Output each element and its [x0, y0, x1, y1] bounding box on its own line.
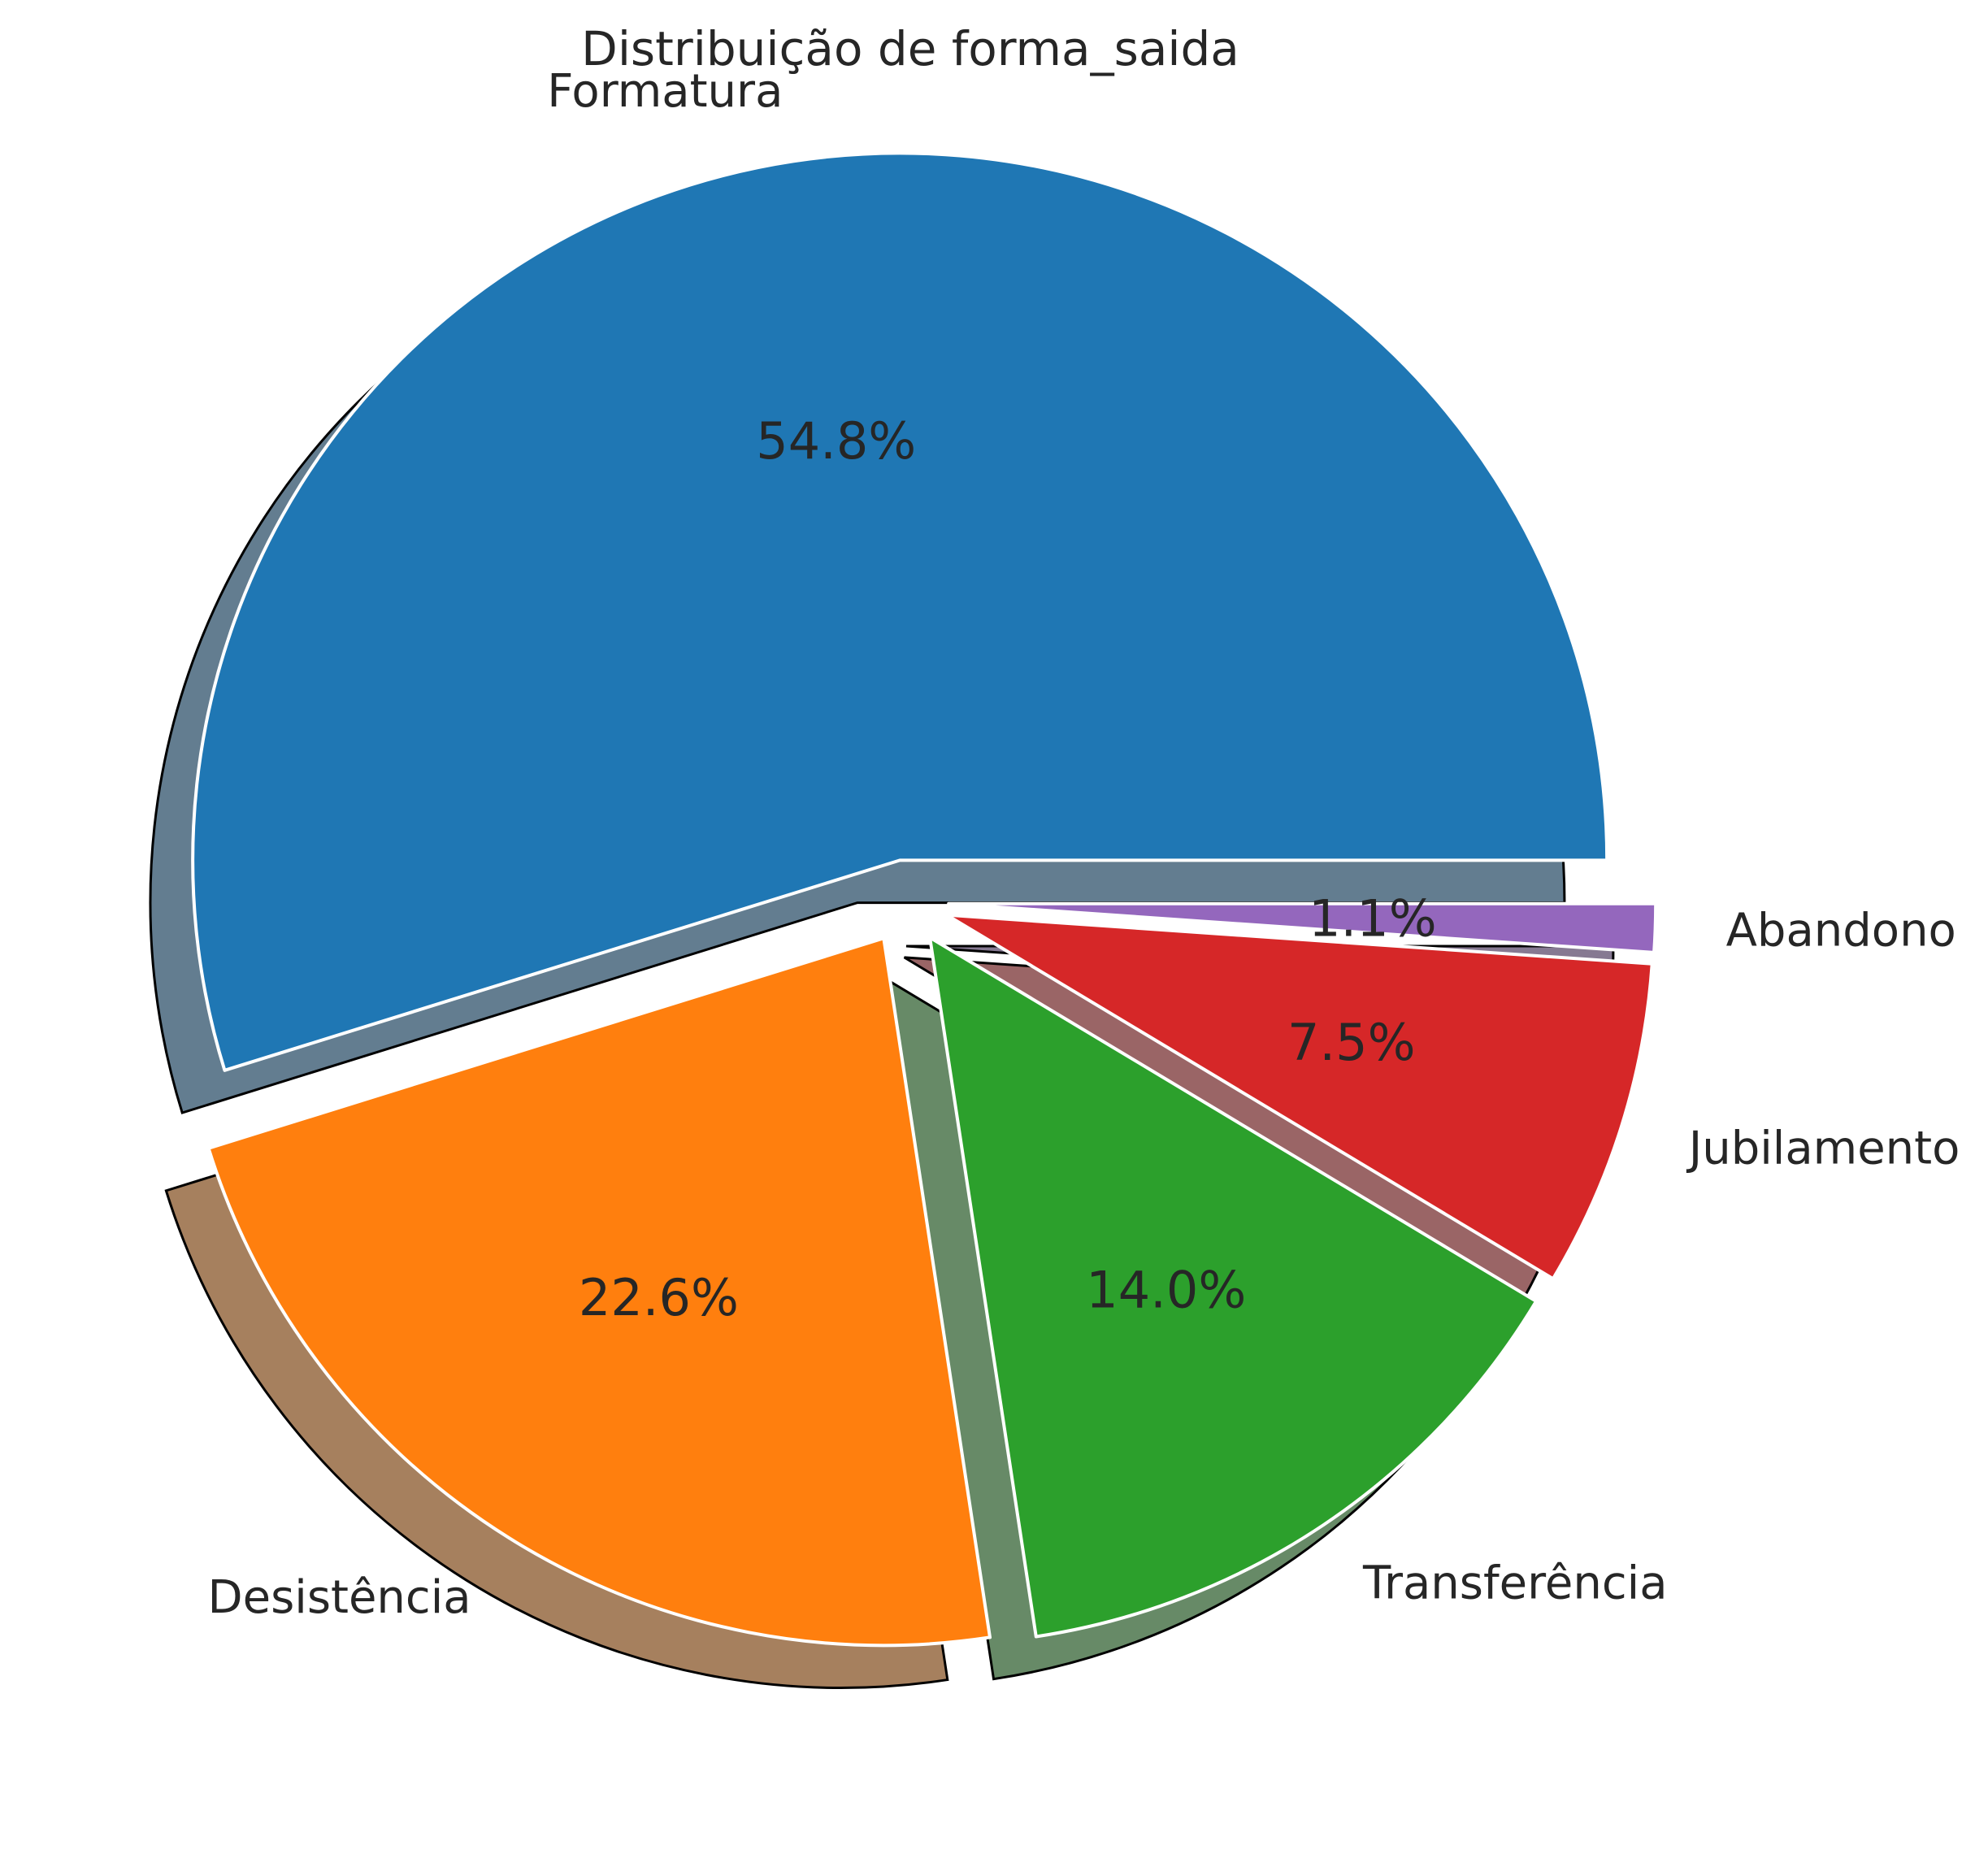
slice-abandono — [947, 901, 1658, 954]
slices — [191, 151, 1658, 1648]
percent-label-abandono: 1.1% — [1309, 888, 1437, 948]
category-label-abandono: Abandono — [1726, 904, 1956, 957]
slice-desistencia — [206, 936, 992, 1648]
percent-label-desistencia: 22.6% — [579, 1268, 739, 1327]
chart-title: Distribuição de forma_saida — [581, 21, 1239, 76]
percent-label-transferencia: 14.0% — [1086, 1260, 1246, 1319]
category-label-desistencia: Desistência — [208, 1571, 471, 1624]
slice-transferencia — [928, 936, 1539, 1639]
percent-label-jubilamento: 7.5% — [1287, 1013, 1416, 1072]
percent-label-formatura: 54.8% — [756, 411, 916, 471]
slice-formatura — [191, 151, 1609, 1072]
category-label-transferencia: Transferência — [1362, 1557, 1668, 1610]
slice-jubilamento — [944, 913, 1654, 1281]
category-label-jubilamento: Jubilamento — [1686, 1122, 1960, 1175]
category-label-formatura: Formatura — [547, 65, 783, 118]
slice-labels: Formatura 54.8% Desistência 22.6% Transferên… — [208, 65, 1960, 1624]
